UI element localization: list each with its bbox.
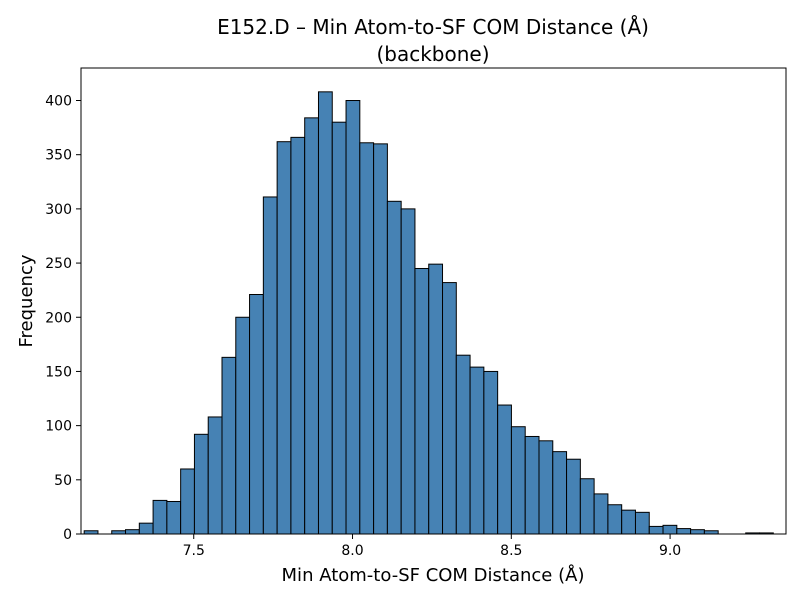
histogram-bar [428, 263, 444, 535]
histogram-bar [676, 528, 692, 535]
histogram-bar [276, 141, 292, 535]
histogram-bar [552, 451, 568, 535]
histogram-bar [497, 404, 512, 535]
histogram-bar [690, 529, 705, 535]
histogram-bar [524, 435, 540, 535]
x-axis-label: Min Atom-to-SF COM Distance (Å) [282, 564, 585, 586]
y-tick-label: 200 [45, 310, 72, 326]
histogram-bar [249, 294, 264, 535]
histogram-bar [469, 366, 485, 535]
x-tick-label: 7.5 [183, 543, 205, 559]
histogram-bar [455, 354, 471, 535]
y-tick-label: 350 [45, 148, 72, 164]
x-axis-ticks: 7.5 8.0 8.5 9.0 [183, 534, 681, 559]
y-tick-label: 400 [45, 94, 72, 110]
histogram-bar [634, 511, 650, 535]
histogram-bar [166, 500, 182, 535]
histogram-bar [400, 208, 416, 535]
histogram-bar [125, 529, 140, 535]
histogram-bar [593, 493, 609, 535]
histogram-bars [83, 91, 774, 535]
histogram-bar [193, 433, 209, 535]
y-tick-label: 100 [45, 419, 72, 435]
histogram-bar [317, 91, 333, 535]
y-tick-label: 250 [45, 256, 72, 272]
histogram-bar [483, 370, 499, 535]
histogram-bar [152, 499, 168, 535]
histogram-bar [331, 121, 347, 535]
histogram-bar [235, 316, 251, 535]
histogram-bar [648, 525, 664, 535]
histogram-bar [373, 143, 388, 535]
histogram-bar [414, 267, 430, 535]
chart-title-line2: (backbone) [376, 42, 489, 66]
x-tick-label: 8.5 [500, 543, 522, 559]
histogram-bar [386, 200, 402, 535]
histogram-bar [538, 440, 554, 535]
histogram-bar [304, 117, 319, 535]
histogram-bar [290, 136, 306, 535]
histogram-bar [579, 478, 595, 535]
y-tick-label: 300 [45, 202, 72, 218]
y-axis-ticks: 0 50 100 150 200 250 300 350 400 [45, 94, 81, 543]
y-tick-label: 50 [54, 473, 72, 489]
histogram-bar [221, 356, 237, 535]
histogram-bar [662, 524, 678, 535]
y-tick-label: 150 [45, 364, 72, 380]
plot-frame [80, 67, 787, 535]
histogram-bar [138, 522, 154, 535]
chart-title-line1: E152.D – Min Atom-to-SF COM Distance (Å) [217, 15, 649, 39]
histogram-bar [607, 504, 623, 535]
histogram-bar [180, 468, 195, 535]
histogram-bar [566, 458, 581, 535]
histogram-bar [359, 142, 375, 535]
histogram-bar [442, 282, 457, 535]
histogram-bar [345, 100, 361, 535]
histogram-bar [262, 196, 278, 535]
histogram-bar [510, 426, 526, 535]
histogram-bar [207, 416, 223, 535]
y-tick-label: 0 [63, 527, 72, 543]
y-axis-label: Frequency [16, 254, 37, 347]
x-tick-label: 9.0 [659, 543, 681, 559]
x-tick-label: 8.0 [341, 543, 363, 559]
histogram-bar [621, 509, 636, 535]
